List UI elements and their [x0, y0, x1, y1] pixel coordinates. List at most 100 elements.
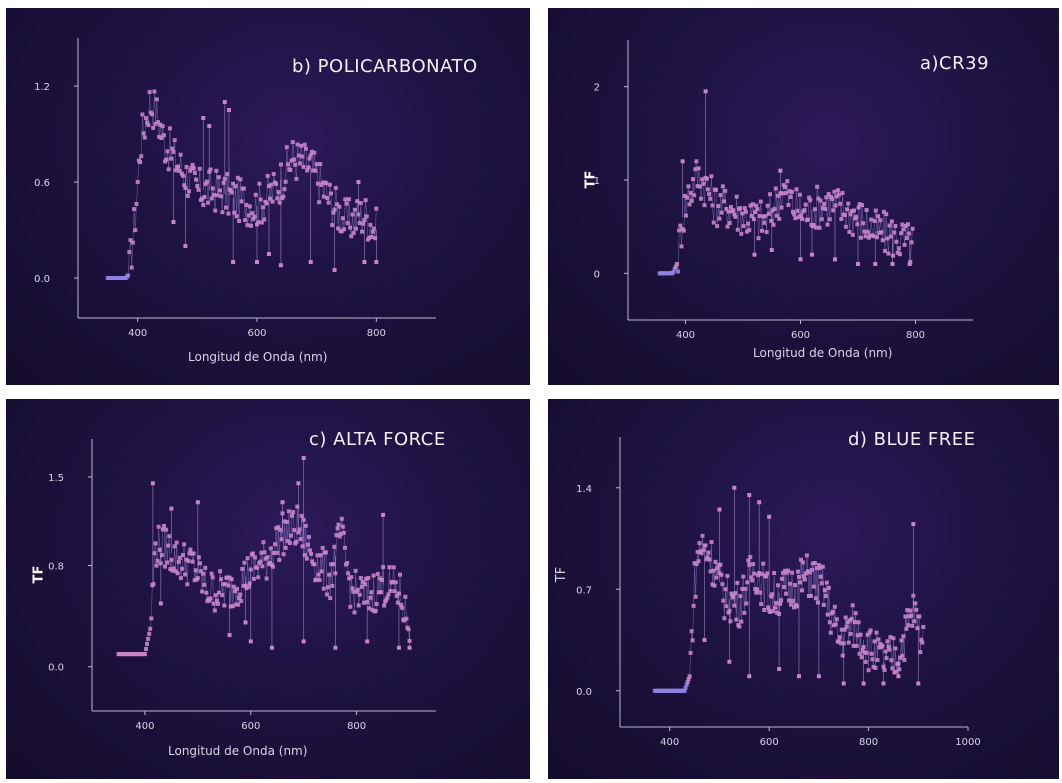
data-point — [702, 203, 707, 208]
data-point — [864, 208, 869, 212]
data-point — [302, 142, 307, 147]
data-point — [157, 547, 162, 552]
data-point — [345, 561, 350, 566]
data-point — [176, 559, 181, 564]
data-point — [680, 159, 685, 164]
data-point — [733, 591, 738, 596]
data-point — [292, 157, 296, 162]
data-point — [339, 229, 344, 234]
data-point — [354, 589, 359, 594]
data-point — [702, 638, 707, 642]
data-point — [721, 598, 726, 603]
data-point — [288, 168, 293, 172]
data-point — [244, 202, 249, 207]
data-point — [363, 198, 368, 203]
data-point — [301, 164, 306, 169]
data-point — [770, 208, 775, 213]
data-point — [711, 220, 716, 225]
data-point — [886, 644, 891, 649]
data-point — [784, 591, 788, 596]
data-point — [844, 624, 849, 629]
data-point — [839, 627, 844, 632]
data-point — [674, 262, 679, 266]
data-point — [904, 626, 909, 631]
data-point — [338, 532, 343, 536]
data-point — [203, 565, 208, 570]
data-point — [826, 192, 831, 196]
data-point — [818, 198, 823, 203]
data-point — [253, 192, 258, 197]
data-point — [325, 592, 329, 597]
data-point — [796, 215, 801, 220]
data-point — [209, 196, 214, 201]
data-point — [234, 214, 239, 219]
data-series — [105, 89, 379, 280]
data-series — [657, 89, 915, 276]
data-point — [911, 522, 916, 526]
data-point — [316, 572, 321, 577]
data-point — [275, 196, 280, 201]
data-point — [917, 614, 922, 619]
data-point — [865, 632, 870, 637]
data-point — [887, 647, 892, 652]
data-point — [715, 224, 720, 229]
data-point — [817, 225, 822, 230]
data-point — [271, 564, 275, 569]
data-point — [892, 230, 897, 235]
data-point — [846, 201, 851, 206]
data-point — [388, 588, 393, 593]
data-point — [921, 625, 926, 629]
data-point — [357, 221, 362, 226]
data-point — [855, 633, 860, 638]
data-point — [358, 201, 363, 205]
data-point — [299, 143, 304, 148]
data-point — [747, 228, 752, 233]
data-point — [761, 561, 766, 566]
data-point — [321, 194, 326, 199]
data-point — [814, 566, 819, 571]
data-point — [227, 633, 232, 638]
data-point — [368, 222, 373, 227]
data-point — [219, 577, 224, 582]
data-point — [144, 647, 148, 651]
data-point — [259, 220, 264, 225]
data-point — [300, 544, 305, 549]
data-point — [294, 176, 299, 181]
chart-plot-blue-free: 0.0 0.7 1.4 400 600 800 1000 — [576, 437, 981, 748]
data-point — [833, 622, 838, 627]
data-point — [671, 270, 676, 274]
data-point — [247, 581, 252, 586]
data-point — [672, 267, 677, 272]
data-point — [248, 567, 253, 572]
data-point — [204, 179, 209, 184]
data-point — [792, 212, 797, 217]
data-point — [329, 191, 333, 196]
data-point — [140, 112, 145, 117]
data-point — [218, 569, 223, 574]
data-point — [349, 234, 354, 239]
data-point — [264, 576, 269, 581]
data-point — [276, 525, 281, 530]
data-point — [145, 120, 150, 125]
data-point — [303, 523, 308, 528]
data-point — [272, 551, 277, 555]
data-point — [406, 627, 411, 632]
data-point — [893, 646, 898, 651]
data-point — [402, 618, 407, 623]
data-point — [220, 593, 225, 598]
data-point — [827, 217, 832, 222]
data-point — [208, 167, 213, 172]
data-point — [195, 184, 200, 188]
data-point — [340, 524, 345, 529]
data-point — [800, 217, 805, 221]
data-point — [252, 214, 257, 219]
data-point — [309, 551, 314, 556]
data-point — [285, 539, 290, 544]
data-point — [228, 188, 233, 193]
data-point — [761, 214, 766, 219]
data-point — [856, 620, 861, 625]
data-point — [327, 182, 332, 187]
data-point — [785, 179, 790, 184]
data-point — [354, 226, 358, 231]
data-point — [711, 568, 716, 573]
